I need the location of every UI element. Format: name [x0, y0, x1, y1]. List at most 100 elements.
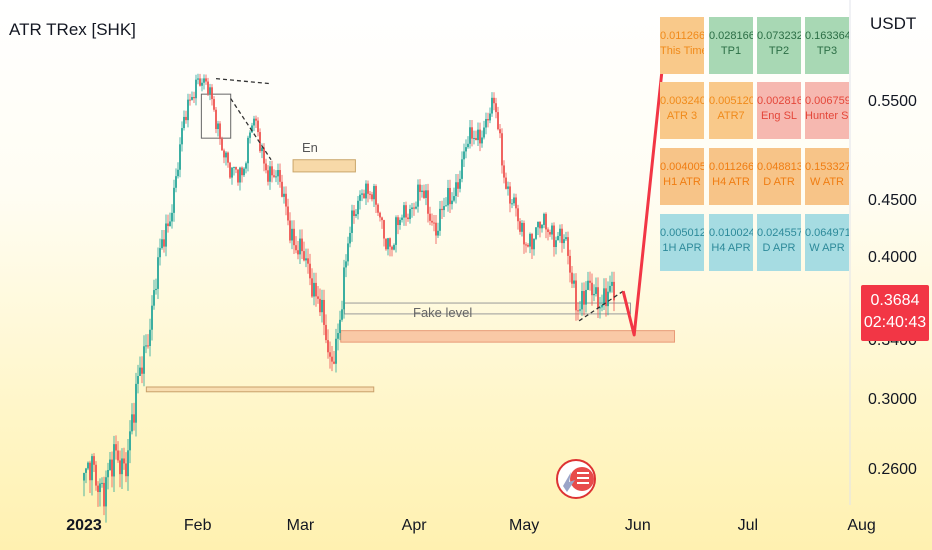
candle-body	[381, 217, 383, 221]
candle-body	[207, 81, 209, 94]
candle-body	[407, 217, 409, 220]
candle-body	[325, 324, 327, 341]
info-cell-value: 0.00512051	[709, 95, 753, 107]
info-cell-value: 0.00281663	[757, 95, 801, 107]
candle-body	[411, 207, 413, 210]
candle-body	[155, 288, 157, 291]
info-cell-d-apr: 0.02455754 D APR	[757, 214, 801, 271]
candle-body	[547, 229, 549, 233]
info-cell-w-atr: 0.15332756 W ATR	[805, 148, 849, 205]
candle-body	[251, 125, 253, 133]
candle-body	[243, 168, 245, 176]
candle-body	[515, 197, 517, 209]
currency-label: USDT	[870, 14, 917, 33]
candle-body	[529, 233, 531, 247]
candle-body	[87, 462, 89, 469]
candle-body	[443, 206, 445, 211]
candle-body	[601, 305, 603, 308]
candle-body	[375, 186, 377, 205]
symbol-title[interactable]: ATR TRex [SHK]	[9, 20, 136, 39]
candle-body	[283, 193, 285, 197]
y-tick-label: 0.4500	[868, 191, 917, 209]
candle-body	[125, 463, 127, 477]
candle-body	[281, 181, 283, 197]
candle-body	[179, 144, 181, 170]
candle-body	[397, 217, 399, 226]
candle-body	[249, 132, 251, 138]
dashed-trendline-top	[215, 77, 272, 85]
candle-body	[399, 219, 401, 226]
candle-body	[603, 288, 605, 306]
candle-body	[261, 147, 263, 152]
info-cell-value: 0.01002439	[709, 227, 753, 239]
candle-body	[247, 137, 249, 164]
candle-body	[555, 240, 557, 248]
candle-body	[451, 200, 453, 205]
candle-body	[269, 166, 271, 182]
candle-body	[583, 291, 585, 305]
candle-body	[391, 246, 393, 250]
candle-body	[425, 190, 427, 198]
info-cell-value: 0.16336464	[805, 30, 849, 42]
candle-body	[559, 228, 561, 236]
candle-body	[403, 205, 405, 218]
candle-body	[513, 197, 515, 204]
candle-body	[145, 345, 147, 347]
candle-body	[571, 272, 573, 284]
last-price-tag: 0.3684 02:40:43	[861, 285, 929, 341]
candle-body	[277, 170, 279, 177]
candle-body	[581, 291, 583, 310]
candle-body	[545, 213, 547, 230]
candle-body	[551, 225, 553, 235]
candle-body	[127, 450, 129, 477]
candle-body	[575, 280, 577, 311]
y-tick-label: 0.3000	[868, 390, 917, 408]
candle-body	[335, 338, 337, 364]
info-cell-value: 0.00501210	[660, 227, 704, 239]
candle-body	[457, 182, 459, 189]
candle-body	[327, 340, 329, 353]
info-cell-atr-3: 0.00324020 ATR 3	[660, 82, 704, 139]
info-cell-label: H4 APR	[711, 242, 751, 254]
info-cell-label: H4 ATR	[712, 176, 750, 188]
candle-body	[201, 82, 203, 86]
candle-body	[111, 459, 113, 477]
candle-body	[295, 245, 297, 251]
candle-body	[177, 169, 179, 177]
candle-body	[173, 187, 175, 213]
candle-body	[319, 298, 321, 313]
candle-body	[157, 257, 159, 289]
candle-body	[509, 186, 511, 204]
candle-body	[209, 87, 211, 94]
candle-body	[455, 182, 457, 197]
candle-body	[139, 367, 141, 376]
candle-body	[113, 444, 115, 477]
candle-body	[531, 233, 533, 250]
candle-body	[463, 151, 465, 160]
candle-body	[415, 206, 417, 209]
info-cell-label: ATR7	[717, 110, 745, 122]
candle-body	[469, 127, 471, 144]
candle-body	[273, 175, 275, 177]
candle-body	[519, 221, 521, 232]
candle-body	[211, 87, 213, 100]
candle-body	[223, 150, 225, 158]
candle-body	[189, 99, 191, 101]
candle-body	[95, 464, 97, 486]
candle-body	[379, 212, 381, 218]
candle-body	[361, 193, 363, 195]
candle-body	[163, 239, 165, 247]
info-cell-value: 0.01126653	[709, 161, 753, 173]
candle-body	[343, 267, 345, 310]
info-cell-value: 0.02455754	[757, 227, 801, 239]
candle-body	[609, 285, 611, 292]
candle-body	[285, 193, 287, 207]
candle-body	[245, 163, 247, 169]
candle-body	[577, 310, 579, 312]
candle-body	[149, 329, 151, 346]
info-cell-label: TP3	[816, 45, 838, 57]
candle-body	[383, 220, 385, 239]
candle-body	[185, 116, 187, 121]
candle-body	[123, 458, 125, 464]
